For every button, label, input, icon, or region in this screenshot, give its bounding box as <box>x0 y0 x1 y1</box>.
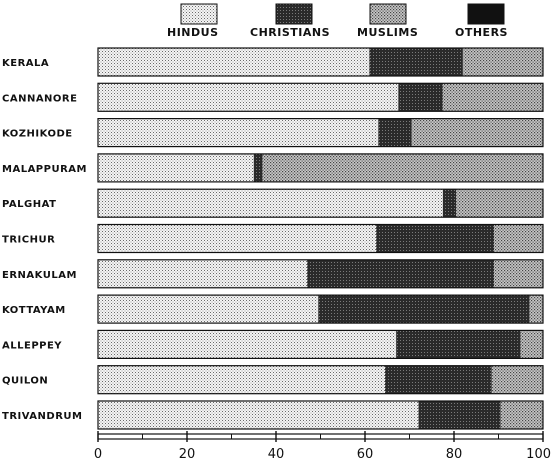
bar-alleppey-christians <box>396 330 521 359</box>
bar-alleppey-hindus <box>98 330 397 359</box>
bar-cannanore-christians <box>398 83 443 112</box>
bar-alleppey-muslims <box>520 330 543 359</box>
legend: HINDUS CHRISTIANS MUSLIMS OTHERS <box>167 3 508 39</box>
category-label-kerala: KERALA <box>2 58 49 69</box>
category-label-quilon: QUILON <box>2 376 48 387</box>
x-tick-label-100: 100 <box>526 447 551 462</box>
category-label-alleppey: ALLEPPEY <box>2 340 62 351</box>
category-label-cannanore: CANNANORE <box>2 93 77 104</box>
bar-kottayam-christians <box>318 295 530 324</box>
bar-trivandrum-muslims <box>500 401 543 429</box>
bar-kottayam-muslims <box>529 295 543 324</box>
bar-outline-trivandrum <box>97 400 544 430</box>
bar-ernakulam-muslims <box>494 259 543 288</box>
bar-outline-kerala <box>97 47 544 77</box>
category-label-trivandrum: TRIVANDRUM <box>2 411 82 422</box>
bar-kozhikode-hindus <box>98 118 379 147</box>
bar-malappuram-christians <box>253 153 263 182</box>
bar-quilon-muslims <box>491 365 543 394</box>
bar-cannanore-hindus <box>98 83 399 112</box>
legend-swatch-muslims <box>369 3 407 25</box>
bar-palghat-christians <box>442 189 457 218</box>
bar-outline-cannanore <box>97 82 544 112</box>
bar-trichur-hindus <box>98 224 377 253</box>
bar-outline-palghat <box>97 188 544 218</box>
bar-outline-trichur <box>97 223 544 254</box>
bar-outline-kottayam <box>97 294 544 324</box>
bar-ernakulam-hindus <box>98 259 308 288</box>
bar-outline-kozhikode <box>97 117 544 148</box>
bar-kottayam-hindus <box>98 295 319 324</box>
bar-trivandrum-christians <box>418 401 501 429</box>
bars-group <box>97 47 544 430</box>
bar-trichur-christians <box>376 224 495 253</box>
bar-quilon-christians <box>385 365 492 394</box>
x-axis: 0 20 40 60 80 100 <box>94 431 551 462</box>
bar-palghat-muslims <box>456 189 543 218</box>
bar-kozhikode-muslims <box>411 118 543 147</box>
bar-trivandrum-hindus <box>98 401 419 429</box>
bar-outline-ernakulam <box>97 259 544 289</box>
bar-ernakulam-christians <box>307 259 495 288</box>
category-label-ernakulam: ERNAKULAM <box>2 270 77 281</box>
category-label-kottayam: KOTTAYAM <box>2 305 66 316</box>
legend-label-muslims: MUSLIMS <box>357 26 418 39</box>
bar-quilon-hindus <box>98 365 386 394</box>
bar-malappuram-muslims <box>262 153 543 182</box>
x-tick-label-80: 80 <box>446 447 463 462</box>
x-tick-label-0: 0 <box>94 447 102 462</box>
bar-kerala-hindus <box>98 48 370 76</box>
bar-kozhikode-christians <box>378 118 412 147</box>
legend-label-others: OTHERS <box>455 26 508 39</box>
bar-kerala-christians <box>369 48 463 76</box>
bar-outline-malappuram <box>97 153 544 183</box>
bar-outline-quilon <box>97 365 544 395</box>
bar-cannanore-muslims <box>442 83 543 112</box>
legend-label-hindus: HINDUS <box>167 26 219 39</box>
category-labels: KERALA CANNANORE KOZHIKODE MALAPPURAM PALGHA… <box>2 58 87 422</box>
x-tick-label-40: 40 <box>268 447 285 462</box>
bar-palghat-hindus <box>98 189 443 218</box>
legend-swatch-others <box>467 3 505 25</box>
bar-kerala-muslims <box>462 48 543 76</box>
category-label-kozhikode: KOZHIKODE <box>2 129 73 140</box>
bar-malappuram-hindus <box>98 153 254 182</box>
x-tick-label-20: 20 <box>179 447 196 462</box>
bar-outline-alleppey <box>97 329 544 359</box>
category-label-trichur: TRICHUR <box>2 235 55 246</box>
legend-swatch-hindus <box>180 3 218 25</box>
category-label-malappuram: MALAPPURAM <box>2 164 87 175</box>
x-tick-label-60: 60 <box>357 447 374 462</box>
legend-label-christians: CHRISTIANS <box>250 26 330 39</box>
bar-trichur-muslims <box>494 224 543 253</box>
category-label-palghat: PALGHAT <box>2 199 56 210</box>
legend-swatch-christians <box>275 3 313 25</box>
